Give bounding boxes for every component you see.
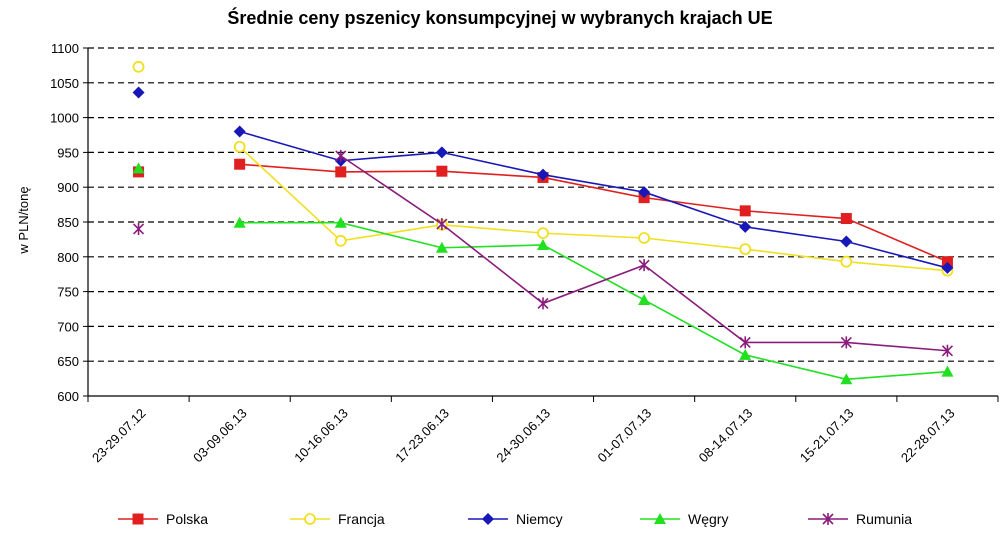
data-point-marker	[537, 297, 549, 310]
data-point-marker	[739, 205, 751, 217]
legend-item-francja: Francja	[290, 511, 385, 527]
y-tick-label: 600	[57, 389, 79, 404]
legend-label: Polska	[166, 511, 208, 527]
data-point-marker	[132, 513, 144, 525]
chart-title: Średnie ceny pszenicy konsumpcyjnej w wy…	[227, 7, 772, 28]
data-point-marker	[234, 158, 246, 170]
series-niemcy	[132, 86, 954, 274]
y-tick-label: 1000	[50, 111, 79, 126]
legend-item-niemcy: Niemcy	[468, 511, 563, 527]
data-point-marker	[537, 238, 549, 250]
legend-label: Węgry	[688, 511, 728, 527]
data-point-marker	[739, 336, 751, 349]
data-point-marker	[638, 186, 651, 199]
series-line	[239, 163, 948, 263]
data-point-marker	[822, 513, 834, 525]
legend-item-polska: Polska	[118, 511, 208, 527]
data-point-marker	[132, 86, 145, 99]
data-point-marker	[840, 235, 853, 248]
data-point-marker	[335, 149, 347, 162]
axes	[87, 48, 999, 402]
data-point-marker	[638, 293, 651, 305]
data-point-marker	[739, 220, 752, 233]
data-point-marker	[537, 227, 549, 240]
data-point-marker	[335, 166, 347, 178]
data-point-marker	[435, 241, 448, 253]
data-point-marker	[840, 373, 853, 385]
data-point-marker	[132, 60, 145, 73]
data-point-marker	[739, 348, 752, 360]
data-point-marker	[233, 140, 246, 153]
series-line	[239, 146, 948, 272]
y-tick-label: 650	[57, 354, 79, 369]
legend-label: Niemcy	[516, 511, 563, 527]
series-line	[239, 221, 948, 381]
data-point-marker	[132, 222, 145, 235]
data-point-marker	[638, 259, 650, 272]
series-group	[132, 60, 954, 385]
legend-label: Rumunia	[856, 511, 912, 527]
data-point-marker	[941, 365, 954, 377]
data-point-marker	[739, 243, 752, 256]
data-point-marker	[941, 344, 954, 357]
data-point-marker	[840, 255, 853, 268]
grid-lines	[83, 47, 998, 397]
y-tick-label: 800	[57, 250, 79, 265]
data-point-marker	[132, 162, 145, 174]
y-tick-label: 850	[57, 215, 79, 230]
legend-item-węgry: Węgry	[640, 511, 728, 527]
data-point-marker	[233, 216, 246, 228]
legend-label: Francja	[338, 511, 385, 527]
y-tick-label: 700	[57, 319, 79, 334]
data-point-marker	[304, 513, 316, 525]
data-point-marker	[537, 168, 549, 181]
data-point-marker	[941, 261, 954, 274]
y-tick-label: 750	[57, 285, 79, 300]
series-węgry	[132, 162, 954, 385]
data-point-marker	[638, 232, 651, 244]
data-point-marker	[436, 218, 448, 231]
data-point-marker	[840, 336, 852, 349]
data-point-marker	[436, 165, 448, 177]
series-line	[239, 130, 948, 269]
data-point-marker	[334, 234, 347, 247]
y-tick-label: 900	[57, 180, 79, 195]
y-tick-labels: 600 650 700 750 800 850 900 950 1000 1050 1100	[50, 41, 79, 404]
y-tick-label: 950	[57, 145, 79, 160]
y-tick-label: 1050	[50, 76, 79, 91]
legend: Polska Francja Niemcy Węgry Rumunia	[118, 511, 912, 527]
series-rumunia	[132, 149, 954, 357]
data-point-marker	[840, 213, 852, 225]
data-point-marker	[654, 513, 666, 524]
data-point-marker	[233, 125, 246, 138]
data-point-marker	[334, 216, 347, 228]
y-axis-label: w PLN/tonę	[16, 186, 31, 254]
y-tick-label: 1100	[51, 41, 79, 56]
data-point-marker	[435, 146, 448, 159]
data-point-marker	[482, 513, 494, 525]
legend-item-rumunia: Rumunia	[808, 511, 912, 527]
